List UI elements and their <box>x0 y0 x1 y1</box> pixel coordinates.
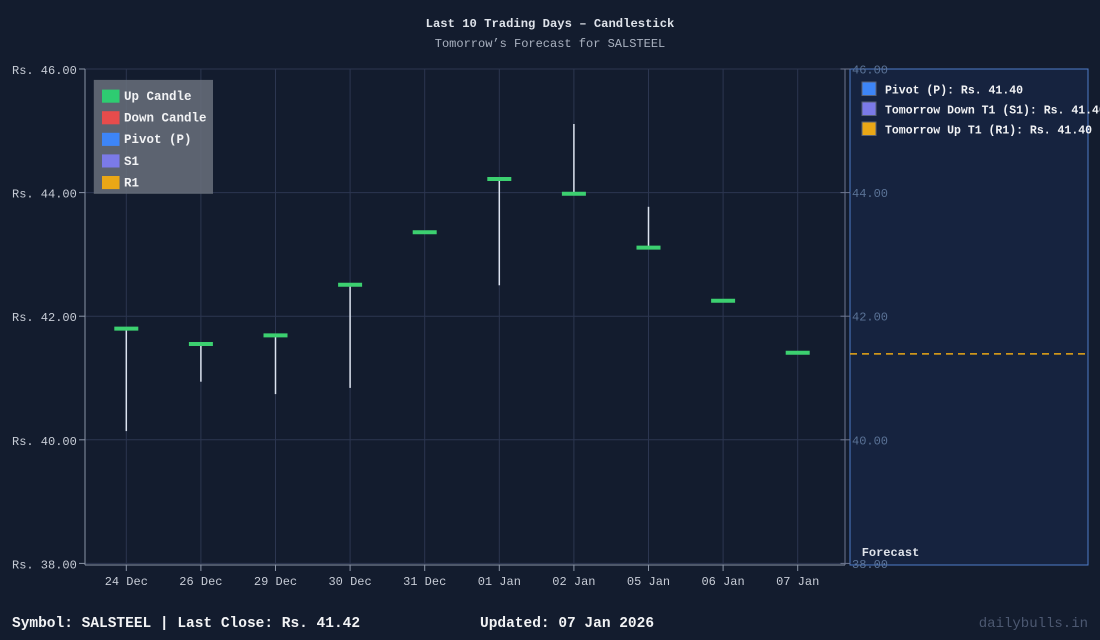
svg-text:Rs. 42.00: Rs. 42.00 <box>12 311 77 325</box>
svg-text:42.00: 42.00 <box>852 311 888 325</box>
svg-text:Tomorrow’s Forecast for SALSTE: Tomorrow’s Forecast for SALSTEEL <box>435 37 665 51</box>
svg-text:30 Dec: 30 Dec <box>328 575 371 589</box>
svg-text:07 Jan: 07 Jan <box>776 575 819 589</box>
svg-text:Updated: 07 Jan 2026: Updated: 07 Jan 2026 <box>480 616 654 632</box>
svg-text:Tomorrow Down T1 (S1): Rs. 41.: Tomorrow Down T1 (S1): Rs. 41.40 <box>885 105 1100 118</box>
svg-text:Symbol: SALSTEEL | Last Clos: Symbol: SALSTEEL | Last Close: Rs. 41.42 <box>12 616 360 632</box>
svg-text:Down Candle: Down Candle <box>124 112 207 126</box>
svg-text:Rs. 46.00: Rs. 46.00 <box>12 64 77 78</box>
svg-text:29 Dec: 29 Dec <box>254 575 297 589</box>
svg-text:40.00: 40.00 <box>852 434 888 448</box>
svg-text:24 Dec: 24 Dec <box>105 575 148 589</box>
svg-text:Up Candle: Up Candle <box>124 90 192 104</box>
svg-text:06 Jan: 06 Jan <box>701 575 744 589</box>
svg-text:46.00: 46.00 <box>852 64 888 78</box>
svg-text:Rs. 44.00: Rs. 44.00 <box>12 188 77 202</box>
svg-text:R1: R1 <box>124 176 139 190</box>
svg-text:31 Dec: 31 Dec <box>403 575 446 589</box>
svg-text:44.00: 44.00 <box>852 187 888 201</box>
svg-text:Rs. 40.00: Rs. 40.00 <box>12 435 77 449</box>
svg-text:26 Dec: 26 Dec <box>179 575 222 589</box>
svg-text:01 Jan: 01 Jan <box>478 575 521 589</box>
svg-text:Pivot (P): Rs. 41.40: Pivot (P): Rs. 41.40 <box>885 85 1023 98</box>
svg-text:dailybulls.in: dailybulls.in <box>979 616 1088 632</box>
svg-text:05 Jan: 05 Jan <box>627 575 670 589</box>
svg-text:02 Jan: 02 Jan <box>552 575 595 589</box>
svg-text:Rs. 38.00: Rs. 38.00 <box>12 558 77 572</box>
svg-text:Last 10 Trading Days – Candles: Last 10 Trading Days – Candlestick <box>426 17 675 31</box>
svg-text:Pivot (P): Pivot (P) <box>124 133 192 147</box>
svg-text:Forecast: Forecast <box>862 546 920 560</box>
svg-text:Tomorrow Up T1 (R1): Rs. 41.40: Tomorrow Up T1 (R1): Rs. 41.40 <box>885 125 1092 138</box>
svg-text:S1: S1 <box>124 155 139 169</box>
